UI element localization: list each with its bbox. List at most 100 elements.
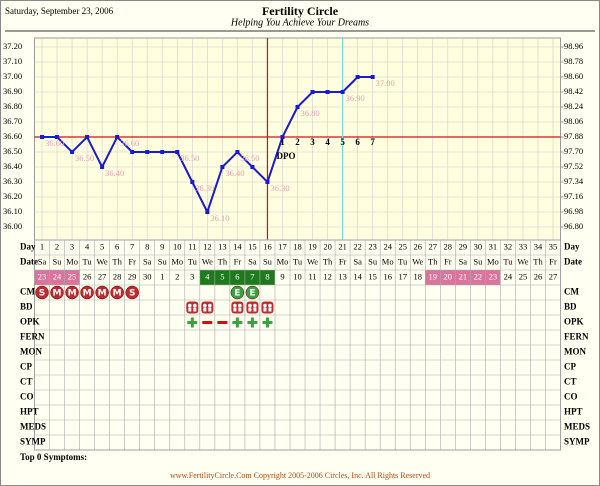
y-tick-label: 36.20 <box>3 191 22 201</box>
y-tick-label: 36.80 <box>3 101 22 111</box>
value-label: 36.60 <box>120 138 139 148</box>
date-cell <box>199 270 215 285</box>
temperature-point <box>325 90 330 94</box>
day-number: 19 <box>308 241 317 251</box>
weekday: We <box>412 256 423 266</box>
date-number: 25 <box>68 271 77 281</box>
date-number: 22 <box>474 271 483 281</box>
day-number: 11 <box>188 241 196 251</box>
row-label: CP <box>20 362 32 372</box>
row-label: HPT <box>564 407 583 417</box>
y2-tick-label: 98.96 <box>564 41 583 51</box>
day-number: 26 <box>414 241 423 251</box>
day-number: 28 <box>444 241 453 251</box>
cm-letter: E <box>234 289 240 299</box>
y2-tick-label: 97.52 <box>564 161 583 171</box>
weekday: Th <box>112 256 122 266</box>
day-number: 10 <box>173 241 182 251</box>
temperature-point <box>40 135 44 139</box>
y-tick-label: 37.10 <box>3 56 22 66</box>
temperature-point <box>370 75 375 79</box>
date-number: 6 <box>235 271 239 281</box>
weekday: Fr <box>128 256 136 266</box>
value-label: 36.40 <box>105 168 124 178</box>
value-label: 36.30 <box>270 183 289 193</box>
cm-circle <box>110 285 124 300</box>
day-number: 16 <box>263 241 272 251</box>
bd-figure <box>253 307 257 312</box>
bd-figure <box>188 307 192 312</box>
day-number: 34 <box>534 241 543 251</box>
opk-negative <box>217 321 228 324</box>
y2-tick-label: 98.42 <box>564 86 583 96</box>
weekday: Fr <box>444 256 452 266</box>
cm-circle <box>65 285 79 300</box>
weekday: Th <box>533 256 543 266</box>
row-label: CO <box>564 392 578 402</box>
value-label: 36.40 <box>225 168 244 178</box>
y2-tick-label: 98.24 <box>564 101 584 111</box>
cm-circle <box>95 285 109 300</box>
bd-figure <box>248 303 252 308</box>
date-number: 30 <box>143 271 152 281</box>
y2-tick-label: 98.06 <box>564 116 583 126</box>
y2-tick-label: 97.34 <box>564 176 584 186</box>
bd-figure <box>263 303 267 308</box>
cm-circle <box>50 285 64 300</box>
cm-letter: M <box>98 289 107 299</box>
row-label: FERN <box>564 332 589 342</box>
temperature-point <box>85 135 90 139</box>
date-number: 24 <box>53 271 62 281</box>
temperature-point <box>145 150 150 154</box>
date-number: 23 <box>489 271 498 281</box>
bd-figure <box>193 303 197 308</box>
weekday: Th <box>218 256 228 266</box>
weekday: Su <box>368 256 378 266</box>
cm-circle <box>125 285 139 300</box>
date-cell <box>49 270 65 285</box>
bd-figure <box>253 303 257 308</box>
y2-tick-label: 97.16 <box>564 191 583 201</box>
row-label: MON <box>20 347 42 357</box>
day-number: 12 <box>203 241 212 251</box>
weekday: Sa <box>353 256 362 266</box>
date-cell <box>229 270 245 285</box>
row-label: Date <box>564 257 582 267</box>
date-number: 26 <box>83 271 92 281</box>
temperature-point <box>160 150 165 154</box>
temperature-point <box>340 90 345 94</box>
row-label: CM <box>20 287 35 297</box>
day-number: 33 <box>519 241 528 251</box>
row-label: Day <box>20 242 36 252</box>
cm-circle <box>35 285 49 300</box>
temperature-point <box>310 90 315 94</box>
y2-tick-label: 97.88 <box>564 131 583 141</box>
date-number: 2 <box>175 271 179 281</box>
y2-tick-label: 98.60 <box>564 71 583 81</box>
row-label: MEDS <box>20 422 46 432</box>
y-tick-label: 36.00 <box>3 221 22 231</box>
bd-figure <box>268 303 272 308</box>
date-number: 5 <box>220 271 224 281</box>
value-label: 36.50 <box>75 153 94 163</box>
date-number: 10 <box>293 271 302 281</box>
weekday: Tu <box>83 256 93 266</box>
date-number: 19 <box>429 271 438 281</box>
day-number: 25 <box>398 241 407 251</box>
value-label: 36.10 <box>210 213 229 223</box>
cm-letter: M <box>68 289 77 299</box>
bd-figure <box>248 307 252 312</box>
date-number: 25 <box>519 271 528 281</box>
row-label: BD <box>20 302 33 312</box>
cm-letter: S <box>129 289 135 299</box>
day-number: 20 <box>323 241 332 251</box>
row-label: Date <box>20 257 38 267</box>
temperature-point <box>220 165 225 169</box>
y-tick-label: 36.30 <box>3 176 22 186</box>
day-number: 9 <box>160 241 164 251</box>
bd-icon <box>231 301 244 314</box>
value-label: 36.50 <box>240 153 259 163</box>
date-number: 29 <box>128 271 137 281</box>
y-tick-label: 36.10 <box>3 206 22 216</box>
